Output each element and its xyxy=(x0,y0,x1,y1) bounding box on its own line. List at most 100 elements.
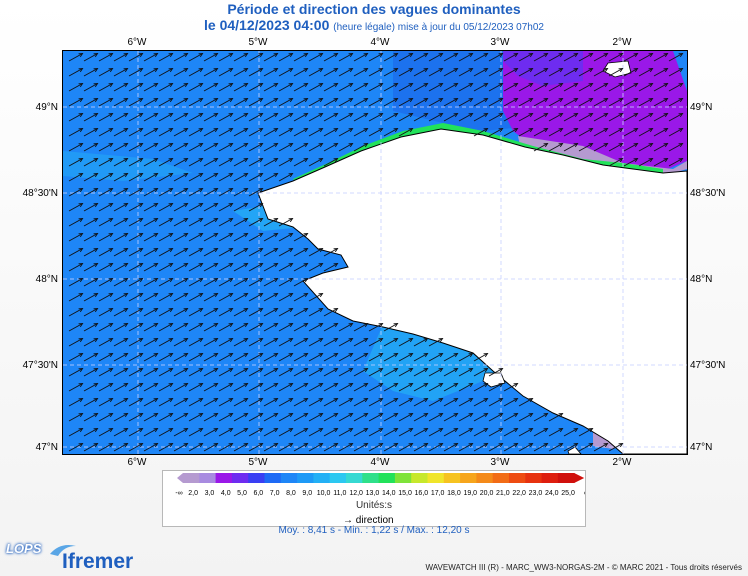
direction-arrow xyxy=(503,113,519,122)
direction-arrow xyxy=(263,263,279,272)
direction-arrow xyxy=(473,383,489,392)
direction-arrow xyxy=(383,428,399,437)
direction-arrow xyxy=(83,323,99,332)
direction-arrow xyxy=(338,83,354,92)
direction-arrow xyxy=(623,128,639,137)
direction-arrow xyxy=(83,53,99,62)
direction-arrow xyxy=(443,353,459,362)
legend-tick-label: 6,0 xyxy=(253,490,263,497)
wave-map[interactable] xyxy=(62,50,688,455)
direction-arrow xyxy=(443,413,459,422)
direction-arrow xyxy=(368,383,384,392)
direction-arrow xyxy=(248,188,264,197)
direction-arrow xyxy=(128,383,144,392)
direction-arrow xyxy=(98,173,114,182)
direction-arrow xyxy=(203,233,219,242)
direction-arrow xyxy=(398,428,414,437)
direction-arrow xyxy=(98,233,114,242)
direction-arrow xyxy=(308,428,324,437)
direction-arrow xyxy=(308,143,324,152)
direction-arrow xyxy=(158,263,174,272)
direction-arrow xyxy=(83,263,99,272)
direction-arrow xyxy=(158,113,174,122)
direction-arrow xyxy=(638,68,654,77)
direction-arrow xyxy=(458,428,474,437)
direction-arrow xyxy=(383,353,399,362)
legend-tick-label: 12,0 xyxy=(349,490,363,497)
direction-arrow xyxy=(398,98,414,107)
direction-arrow xyxy=(398,443,414,452)
direction-arrow xyxy=(158,128,174,137)
direction-arrow xyxy=(383,413,399,422)
direction-arrow xyxy=(173,413,189,422)
direction-arrow xyxy=(278,368,294,377)
direction-arrow xyxy=(203,158,219,167)
direction-arrow xyxy=(68,413,84,422)
direction-arrow xyxy=(308,368,324,377)
direction-arrow xyxy=(218,368,234,377)
direction-arrow xyxy=(173,308,189,317)
direction-arrow xyxy=(233,443,249,452)
direction-arrow xyxy=(203,98,219,107)
direction-arrow xyxy=(638,128,654,137)
direction-arrow xyxy=(233,143,249,152)
direction-arrow xyxy=(653,158,669,167)
direction-arrow xyxy=(278,143,294,152)
direction-arrow xyxy=(308,308,324,317)
direction-arrows xyxy=(68,53,684,452)
direction-arrow xyxy=(173,278,189,287)
direction-arrow xyxy=(278,413,294,422)
direction-arrow xyxy=(278,353,294,362)
direction-arrow xyxy=(548,143,564,152)
direction-arrow xyxy=(143,173,159,182)
direction-arrow xyxy=(473,398,489,407)
direction-arrow xyxy=(68,233,84,242)
direction-arrow xyxy=(218,203,234,212)
direction-arrow xyxy=(113,263,129,272)
legend-high-label: ∞ xyxy=(584,490,585,497)
direction-arrow xyxy=(173,158,189,167)
graticule xyxy=(63,51,687,454)
direction-arrow xyxy=(278,308,294,317)
direction-arrow xyxy=(638,113,654,122)
direction-arrow xyxy=(263,278,279,287)
lat-label-right: 47°30'N xyxy=(690,360,725,371)
direction-arrow xyxy=(293,353,309,362)
direction-arrow xyxy=(563,83,579,92)
direction-arrow xyxy=(173,53,189,62)
direction-arrow xyxy=(578,443,594,452)
direction-arrow xyxy=(308,353,324,362)
direction-arrow xyxy=(533,83,549,92)
direction-arrow xyxy=(278,248,294,257)
direction-arrow xyxy=(233,383,249,392)
direction-arrow xyxy=(293,278,309,287)
direction-arrow xyxy=(503,83,519,92)
legend-swatch xyxy=(231,473,249,483)
direction-arrow xyxy=(128,173,144,182)
direction-arrow xyxy=(458,68,474,77)
direction-arrow xyxy=(143,143,159,152)
direction-arrow xyxy=(623,68,639,77)
direction-arrow xyxy=(233,398,249,407)
legend-tick-label: 24,0 xyxy=(545,490,559,497)
direction-arrow xyxy=(98,218,114,227)
direction-arrow xyxy=(533,428,549,437)
direction-arrow xyxy=(383,443,399,452)
direction-arrow xyxy=(68,83,84,92)
legend-tick-label: 7,0 xyxy=(270,490,280,497)
direction-arrow xyxy=(443,368,459,377)
legend-tick-label: 22,0 xyxy=(512,490,526,497)
direction-arrow xyxy=(428,413,444,422)
direction-arrow xyxy=(293,53,309,62)
direction-arrow xyxy=(428,368,444,377)
direction-arrow xyxy=(188,398,204,407)
direction-arrow xyxy=(203,278,219,287)
direction-arrow xyxy=(323,308,339,317)
legend-swatch xyxy=(183,473,200,483)
direction-arrow xyxy=(203,383,219,392)
direction-arrow xyxy=(473,83,489,92)
direction-arrow xyxy=(593,83,609,92)
direction-arrow xyxy=(248,383,264,392)
direction-arrow xyxy=(653,143,669,152)
direction-arrow xyxy=(428,383,444,392)
